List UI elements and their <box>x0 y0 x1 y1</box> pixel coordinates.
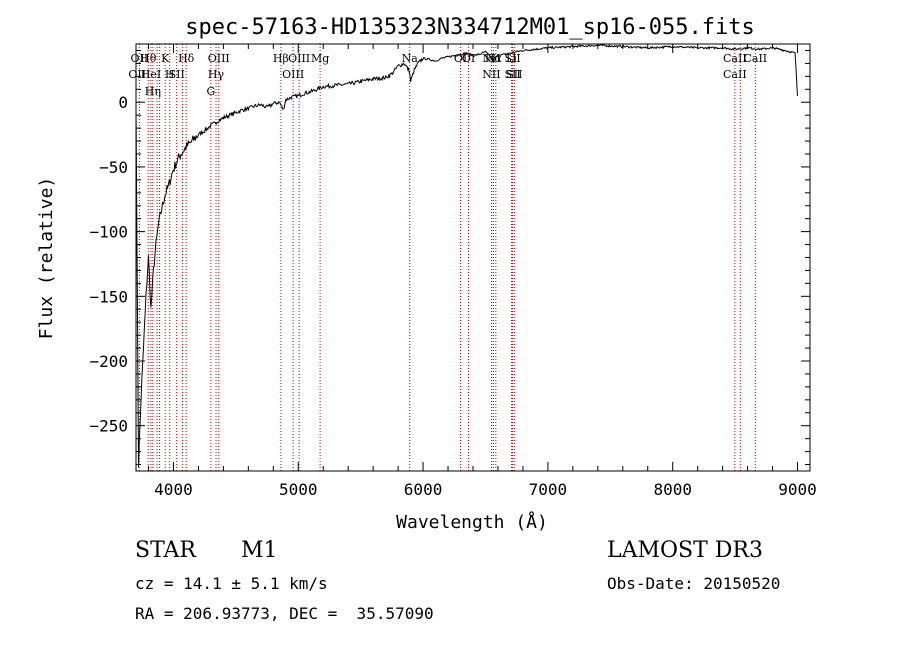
line-label: NII <box>482 68 500 81</box>
line-label: Hθ <box>140 52 157 65</box>
line-label: SII <box>504 68 520 81</box>
x-tick-label: 7000 <box>529 480 568 499</box>
plot-frame <box>135 43 811 472</box>
velocity-readout: cz = 14.1 ± 5.1 km/s <box>135 574 328 593</box>
line-label: G <box>206 85 215 98</box>
line-label: OI <box>454 52 467 65</box>
line-label: SII <box>504 52 520 65</box>
y-tick-label: −250 <box>89 417 128 436</box>
spectrum-series-line <box>135 44 798 468</box>
line-label: Mg <box>311 52 329 65</box>
line-label: K <box>161 52 170 65</box>
x-tick-label: 6000 <box>404 480 443 499</box>
survey-name: LAMOST DR3 <box>607 538 763 563</box>
line-label: SII <box>506 68 522 81</box>
line-label: OIII <box>288 52 310 65</box>
y-tick-label: −200 <box>89 352 128 371</box>
y-tick-label: −150 <box>89 287 128 306</box>
line-label: OIII <box>282 68 304 81</box>
line-label: Na <box>402 52 419 65</box>
x-tick-label: 5000 <box>279 480 318 499</box>
y-axis-label: Flux (relative) <box>36 177 57 340</box>
line-label: OIII <box>208 52 230 65</box>
observation-date: Obs-Date: 20150520 <box>607 574 781 593</box>
chart-title: spec-57163-HD135323N334712M01_sp16-055.f… <box>185 15 755 40</box>
object-subclass: M1 <box>241 538 278 563</box>
object-class: STAR <box>135 538 196 563</box>
line-label: Hδ <box>178 52 195 65</box>
line-label: Hβ <box>273 52 289 65</box>
line-label: Li <box>506 52 517 65</box>
line-label: CaII <box>743 52 767 65</box>
x-axis-ticks: 4000 5000 6000 7000 8000 9000 <box>147 44 817 499</box>
x-tick-label: 4000 <box>154 480 193 499</box>
coordinates-readout: RA = 206.93773, DEC = 35.57090 <box>135 604 434 623</box>
line-label: OI <box>462 52 475 65</box>
x-tick-label: 9000 <box>778 480 817 499</box>
line-label: H <box>165 68 175 81</box>
y-tick-label: 0 <box>118 93 128 112</box>
line-label: OIII <box>128 68 150 81</box>
line-label: OII <box>131 52 149 65</box>
y-axis-ticks: 0 −50 −100 −150 −200 −250 <box>89 49 810 466</box>
line-label: HeI <box>141 68 161 81</box>
spectral-line-markers <box>138 44 756 471</box>
line-label: CaII <box>723 52 747 65</box>
line-label: SII <box>169 68 185 81</box>
y-tick-label: −100 <box>89 223 128 242</box>
x-axis-label: Wavelength (Å) <box>396 511 548 533</box>
y-tick-label: −50 <box>99 158 128 177</box>
line-label: CaII <box>723 68 747 81</box>
line-label: Hγ <box>208 68 225 81</box>
line-label: Hη <box>145 85 161 98</box>
x-tick-label: 8000 <box>653 480 692 499</box>
